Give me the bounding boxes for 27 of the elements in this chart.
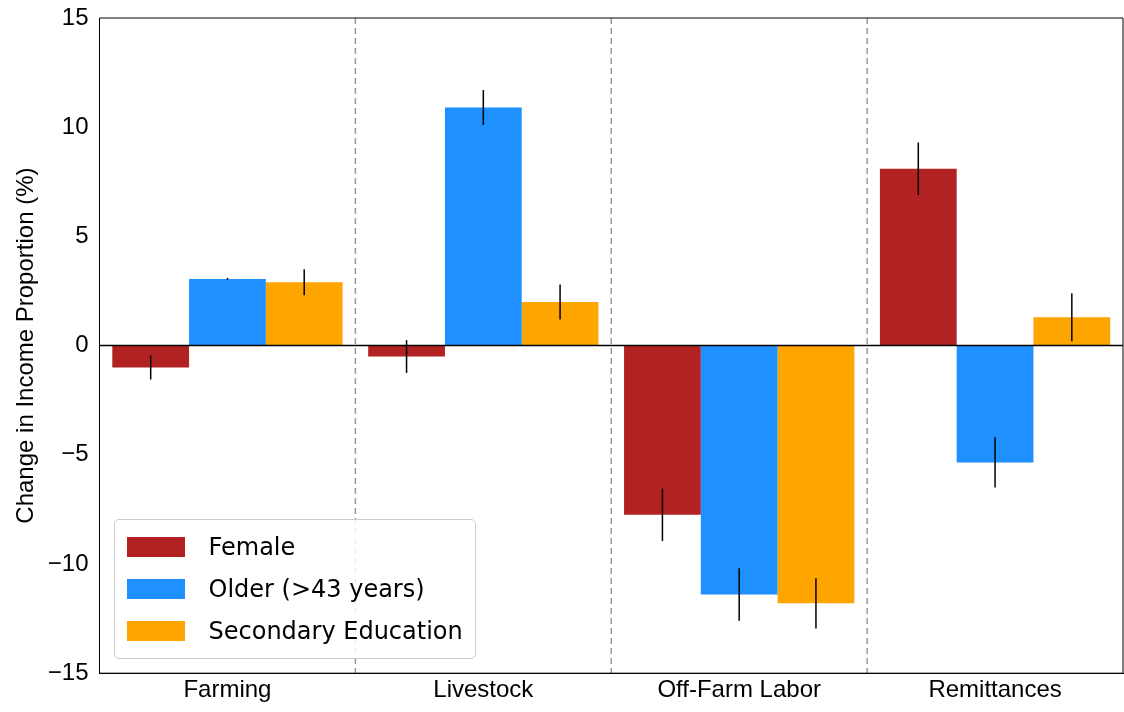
y-tick-label: −15 (47, 657, 89, 685)
y-tick-label: 10 (61, 111, 89, 139)
legend-label: Older (>43 years) (208, 575, 425, 604)
bar (444, 107, 522, 346)
y-tick-label: 5 (75, 221, 89, 249)
bar (112, 345, 190, 368)
y-tick-label: 15 (61, 2, 89, 30)
bar (1033, 317, 1111, 346)
bar (700, 345, 778, 595)
bar (777, 345, 855, 604)
x-tick-label: Farming (183, 675, 272, 703)
bar (521, 301, 599, 346)
legend-label: Female (208, 533, 296, 562)
bar (265, 282, 343, 346)
y-axis-title: Change in Income Proportion (%) (11, 167, 39, 524)
bar (368, 345, 445, 357)
x-tick-label: Off-Farm Labor (657, 675, 821, 703)
y-tick-label: −5 (61, 439, 89, 467)
x-tick-label: Remittances (928, 675, 1062, 703)
legend-label: Secondary Education (208, 617, 463, 646)
bar (956, 345, 1034, 463)
bar (879, 168, 957, 346)
y-tick-label: −10 (47, 548, 89, 576)
bar (189, 278, 266, 346)
x-tick-label: Livestock (433, 675, 535, 703)
y-tick-label: 0 (75, 330, 89, 358)
bar (624, 345, 701, 515)
